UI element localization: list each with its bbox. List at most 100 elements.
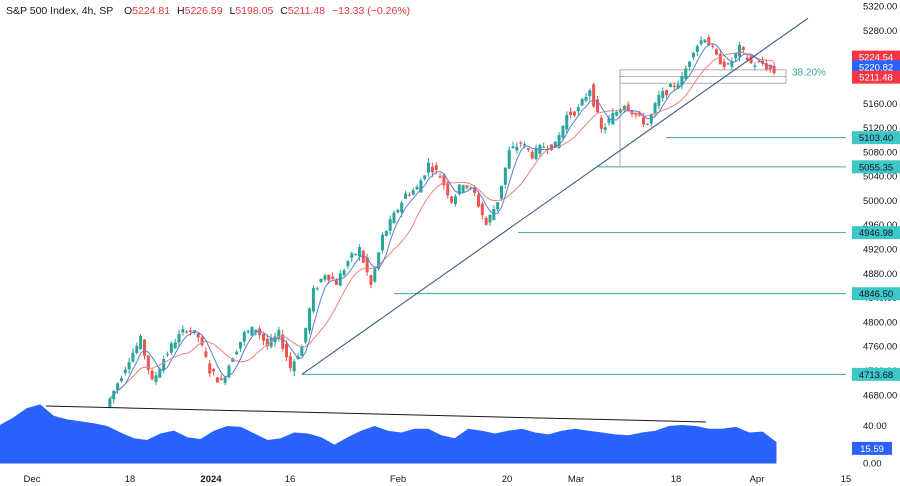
candle-body bbox=[285, 343, 289, 358]
candle-body bbox=[173, 342, 177, 349]
candles bbox=[108, 34, 776, 409]
change-value: −13.33 (−0.26%) bbox=[332, 5, 410, 17]
chart-header: S&P 500 Index, 4h, SP O5224.81 H5226.59 … bbox=[6, 5, 410, 17]
candle-body bbox=[626, 104, 630, 111]
y-tick-label: 5000.00 bbox=[863, 196, 897, 207]
candle-body bbox=[676, 84, 680, 89]
candle-body bbox=[642, 117, 646, 125]
ma-slow-line bbox=[109, 51, 775, 399]
candle-body bbox=[584, 96, 588, 101]
candle-body bbox=[169, 343, 173, 353]
x-tick-label: 15 bbox=[841, 474, 852, 485]
candle-body bbox=[749, 55, 753, 64]
candle-body bbox=[722, 61, 726, 68]
candle-body bbox=[404, 193, 408, 199]
candle-body bbox=[154, 375, 158, 382]
y-tick-label: 4760.00 bbox=[863, 342, 897, 353]
candle-body bbox=[757, 61, 761, 63]
candle-body bbox=[116, 383, 120, 391]
candle-body bbox=[645, 123, 649, 125]
candle-body bbox=[680, 76, 684, 86]
candle-body bbox=[265, 338, 269, 347]
candle-body bbox=[553, 141, 557, 148]
candle-body bbox=[561, 125, 565, 138]
support-tag-bg bbox=[852, 160, 900, 174]
y-tick-label: 4800.00 bbox=[863, 317, 897, 328]
candle-body bbox=[446, 183, 450, 196]
candle-body bbox=[246, 330, 250, 333]
candle-body bbox=[684, 68, 688, 80]
candle-body bbox=[572, 111, 576, 116]
candle-body bbox=[292, 361, 296, 372]
candle-body bbox=[707, 37, 711, 46]
candle-body bbox=[346, 261, 350, 267]
candle-body bbox=[235, 351, 239, 355]
candle-body bbox=[503, 167, 507, 185]
candle-body bbox=[365, 257, 369, 273]
candle-body bbox=[380, 234, 384, 251]
fib-level-label: 38.20% bbox=[792, 67, 826, 78]
y-tick-label: 5040.00 bbox=[863, 172, 897, 183]
candle-body bbox=[745, 57, 749, 61]
support-lines bbox=[302, 137, 846, 375]
candle-body bbox=[396, 209, 400, 213]
candle-body bbox=[557, 135, 561, 149]
candle-body bbox=[127, 362, 131, 370]
candle-body bbox=[377, 252, 381, 269]
candle-body bbox=[119, 378, 123, 382]
support-tag: 5103.40 bbox=[859, 133, 893, 144]
price-tag: 5211.48 bbox=[859, 73, 893, 84]
support-tag: 5055.35 bbox=[859, 162, 893, 173]
candle-body bbox=[430, 166, 434, 173]
y-tick-label: 4680.00 bbox=[863, 390, 897, 401]
candle-body bbox=[695, 46, 699, 52]
candle-body bbox=[599, 117, 603, 129]
oscillator-trendline bbox=[45, 405, 707, 423]
candle-body bbox=[108, 398, 112, 408]
support-tag: 4713.68 bbox=[859, 370, 893, 381]
x-tick-label: Dec bbox=[24, 474, 41, 485]
support-tag: 4846.50 bbox=[859, 289, 893, 300]
candle-body bbox=[300, 345, 304, 356]
symbol-title: S&P 500 Index, 4h, SP bbox=[6, 5, 113, 17]
candle-body bbox=[261, 333, 265, 341]
candle-body bbox=[718, 53, 722, 65]
time-axis[interactable]: Dec 18 2024 16 Feb 20 Mar 18 Apr 15 bbox=[24, 474, 852, 485]
candle-body bbox=[726, 63, 730, 65]
candle-body bbox=[215, 377, 219, 383]
price-tags: 5103.40 5055.35 4946.98 4846.50 4713.68 5224.… bbox=[852, 50, 900, 381]
candle-body bbox=[703, 39, 707, 43]
candle-body bbox=[511, 146, 515, 148]
candle-body bbox=[196, 333, 200, 338]
x-tick-label: Apr bbox=[750, 474, 765, 485]
close-label: C bbox=[280, 5, 288, 17]
candle-body bbox=[526, 148, 530, 150]
candle-body bbox=[542, 146, 546, 148]
candle-body bbox=[496, 202, 500, 210]
candle-body bbox=[254, 329, 258, 333]
candle-body bbox=[423, 175, 427, 180]
osc-value-tag: 15.59 bbox=[860, 444, 884, 455]
support-tag-bg bbox=[852, 226, 900, 240]
support-tag-bg bbox=[852, 131, 900, 145]
x-tick-label: Feb bbox=[390, 474, 406, 485]
osc-tick-label: 40.00 bbox=[863, 421, 887, 432]
x-tick-label: Mar bbox=[568, 474, 584, 485]
osc-tick-label: 0.00 bbox=[863, 459, 882, 470]
candle-body bbox=[373, 268, 377, 282]
candle-body bbox=[258, 328, 262, 336]
candle-body bbox=[304, 327, 308, 343]
candle-body bbox=[158, 368, 162, 378]
x-tick-label: 18 bbox=[125, 474, 136, 485]
candle-body bbox=[450, 196, 454, 203]
candle-body bbox=[711, 45, 715, 47]
candle-body bbox=[764, 63, 768, 70]
candle-body bbox=[189, 330, 193, 332]
candle-body bbox=[741, 47, 745, 51]
candle-body bbox=[331, 276, 335, 279]
candle-body bbox=[315, 288, 319, 290]
candle-body bbox=[384, 230, 388, 236]
candle-body bbox=[342, 270, 346, 276]
open-value: 5224.81 bbox=[132, 5, 170, 17]
ma-fast-line bbox=[109, 43, 775, 399]
